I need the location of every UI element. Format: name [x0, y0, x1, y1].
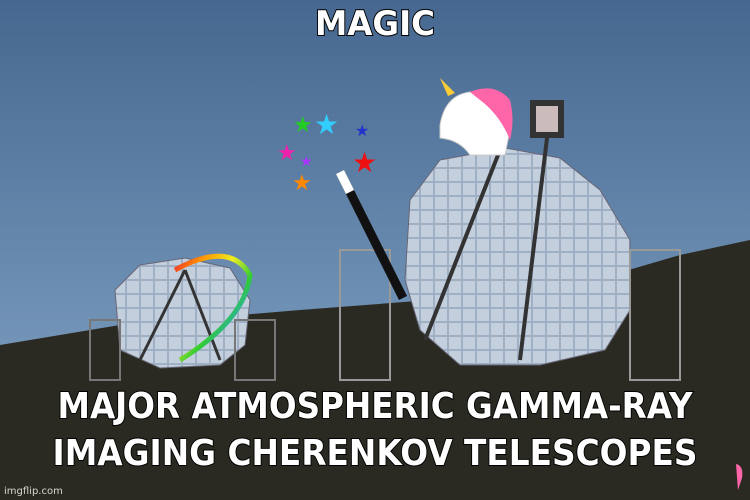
svg-text:★: ★: [314, 108, 339, 141]
rainbow-trail: [173, 253, 253, 363]
svg-text:★: ★: [355, 121, 369, 140]
magic-wand: [335, 169, 408, 301]
small-telescope: [89, 257, 276, 381]
unicorn: [439, 78, 743, 490]
stars: ★ ★ ★ ★ ★ ★ ★: [277, 108, 377, 196]
bottom-text-line: IMAGING CHERENKOV TELESCOPES: [53, 433, 698, 474]
svg-text:★: ★: [292, 171, 312, 196]
watermark: imgflip.com: [4, 486, 63, 497]
svg-text:★: ★: [293, 113, 313, 138]
bottom-text-line: MAJOR ATMOSPHERIC GAMMA-RAY: [58, 386, 694, 427]
svg-text:★: ★: [300, 154, 313, 170]
svg-text:★: ★: [277, 141, 297, 166]
top-text: MAGIC: [315, 4, 435, 44]
svg-text:★: ★: [352, 146, 377, 179]
